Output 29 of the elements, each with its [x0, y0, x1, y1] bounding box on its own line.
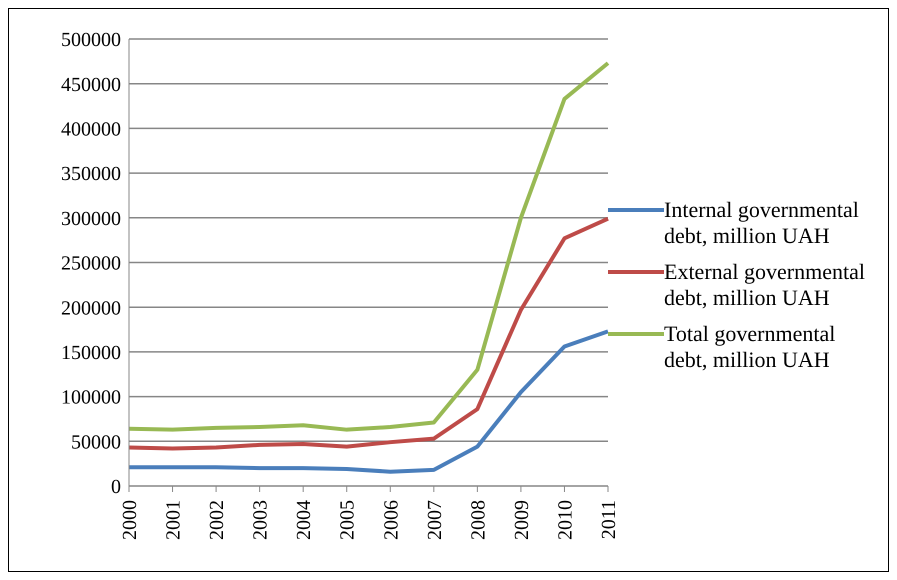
x-tick-label: 2011 [598, 500, 620, 540]
y-tick-label: 250000 [61, 252, 121, 275]
x-tick-label: 2006 [380, 500, 402, 540]
x-tick-label: 2001 [162, 500, 185, 540]
x-tick-label: 2004 [293, 500, 316, 540]
x-tick-label: 2002 [206, 500, 228, 540]
line-series [127, 61, 610, 432]
x-tick-label: 2010 [554, 500, 576, 540]
y-tick-label: 500000 [61, 29, 121, 52]
y-tick-label: 50000 [71, 431, 121, 454]
x-tick-label: 2009 [510, 500, 533, 540]
y-tick-label: 100000 [61, 386, 121, 409]
x-tick-label: 2005 [336, 500, 359, 540]
y-tick-label: 150000 [61, 342, 121, 364]
x-tick-label: 2007 [424, 500, 446, 540]
y-tick-label: 200000 [61, 297, 121, 320]
y-tick-label: 0 [111, 476, 121, 498]
y-tick-label: 400000 [61, 118, 121, 140]
x-tick-label: 2008 [467, 500, 490, 540]
y-tick-label: 450000 [61, 74, 121, 96]
legend-label: Total governmental debt, million UAH [664, 321, 836, 373]
y-tick-label: 300000 [61, 208, 121, 230]
line-series [127, 329, 610, 474]
line-series [127, 216, 610, 450]
y-tick-label: 350000 [61, 163, 121, 186]
legend-label: Internal governmental debt, million UAH [664, 197, 860, 249]
x-tick-label: 2000 [119, 500, 141, 540]
legend-label: External governmental debt, million UAH [664, 259, 866, 311]
x-tick-label: 2003 [250, 500, 272, 540]
